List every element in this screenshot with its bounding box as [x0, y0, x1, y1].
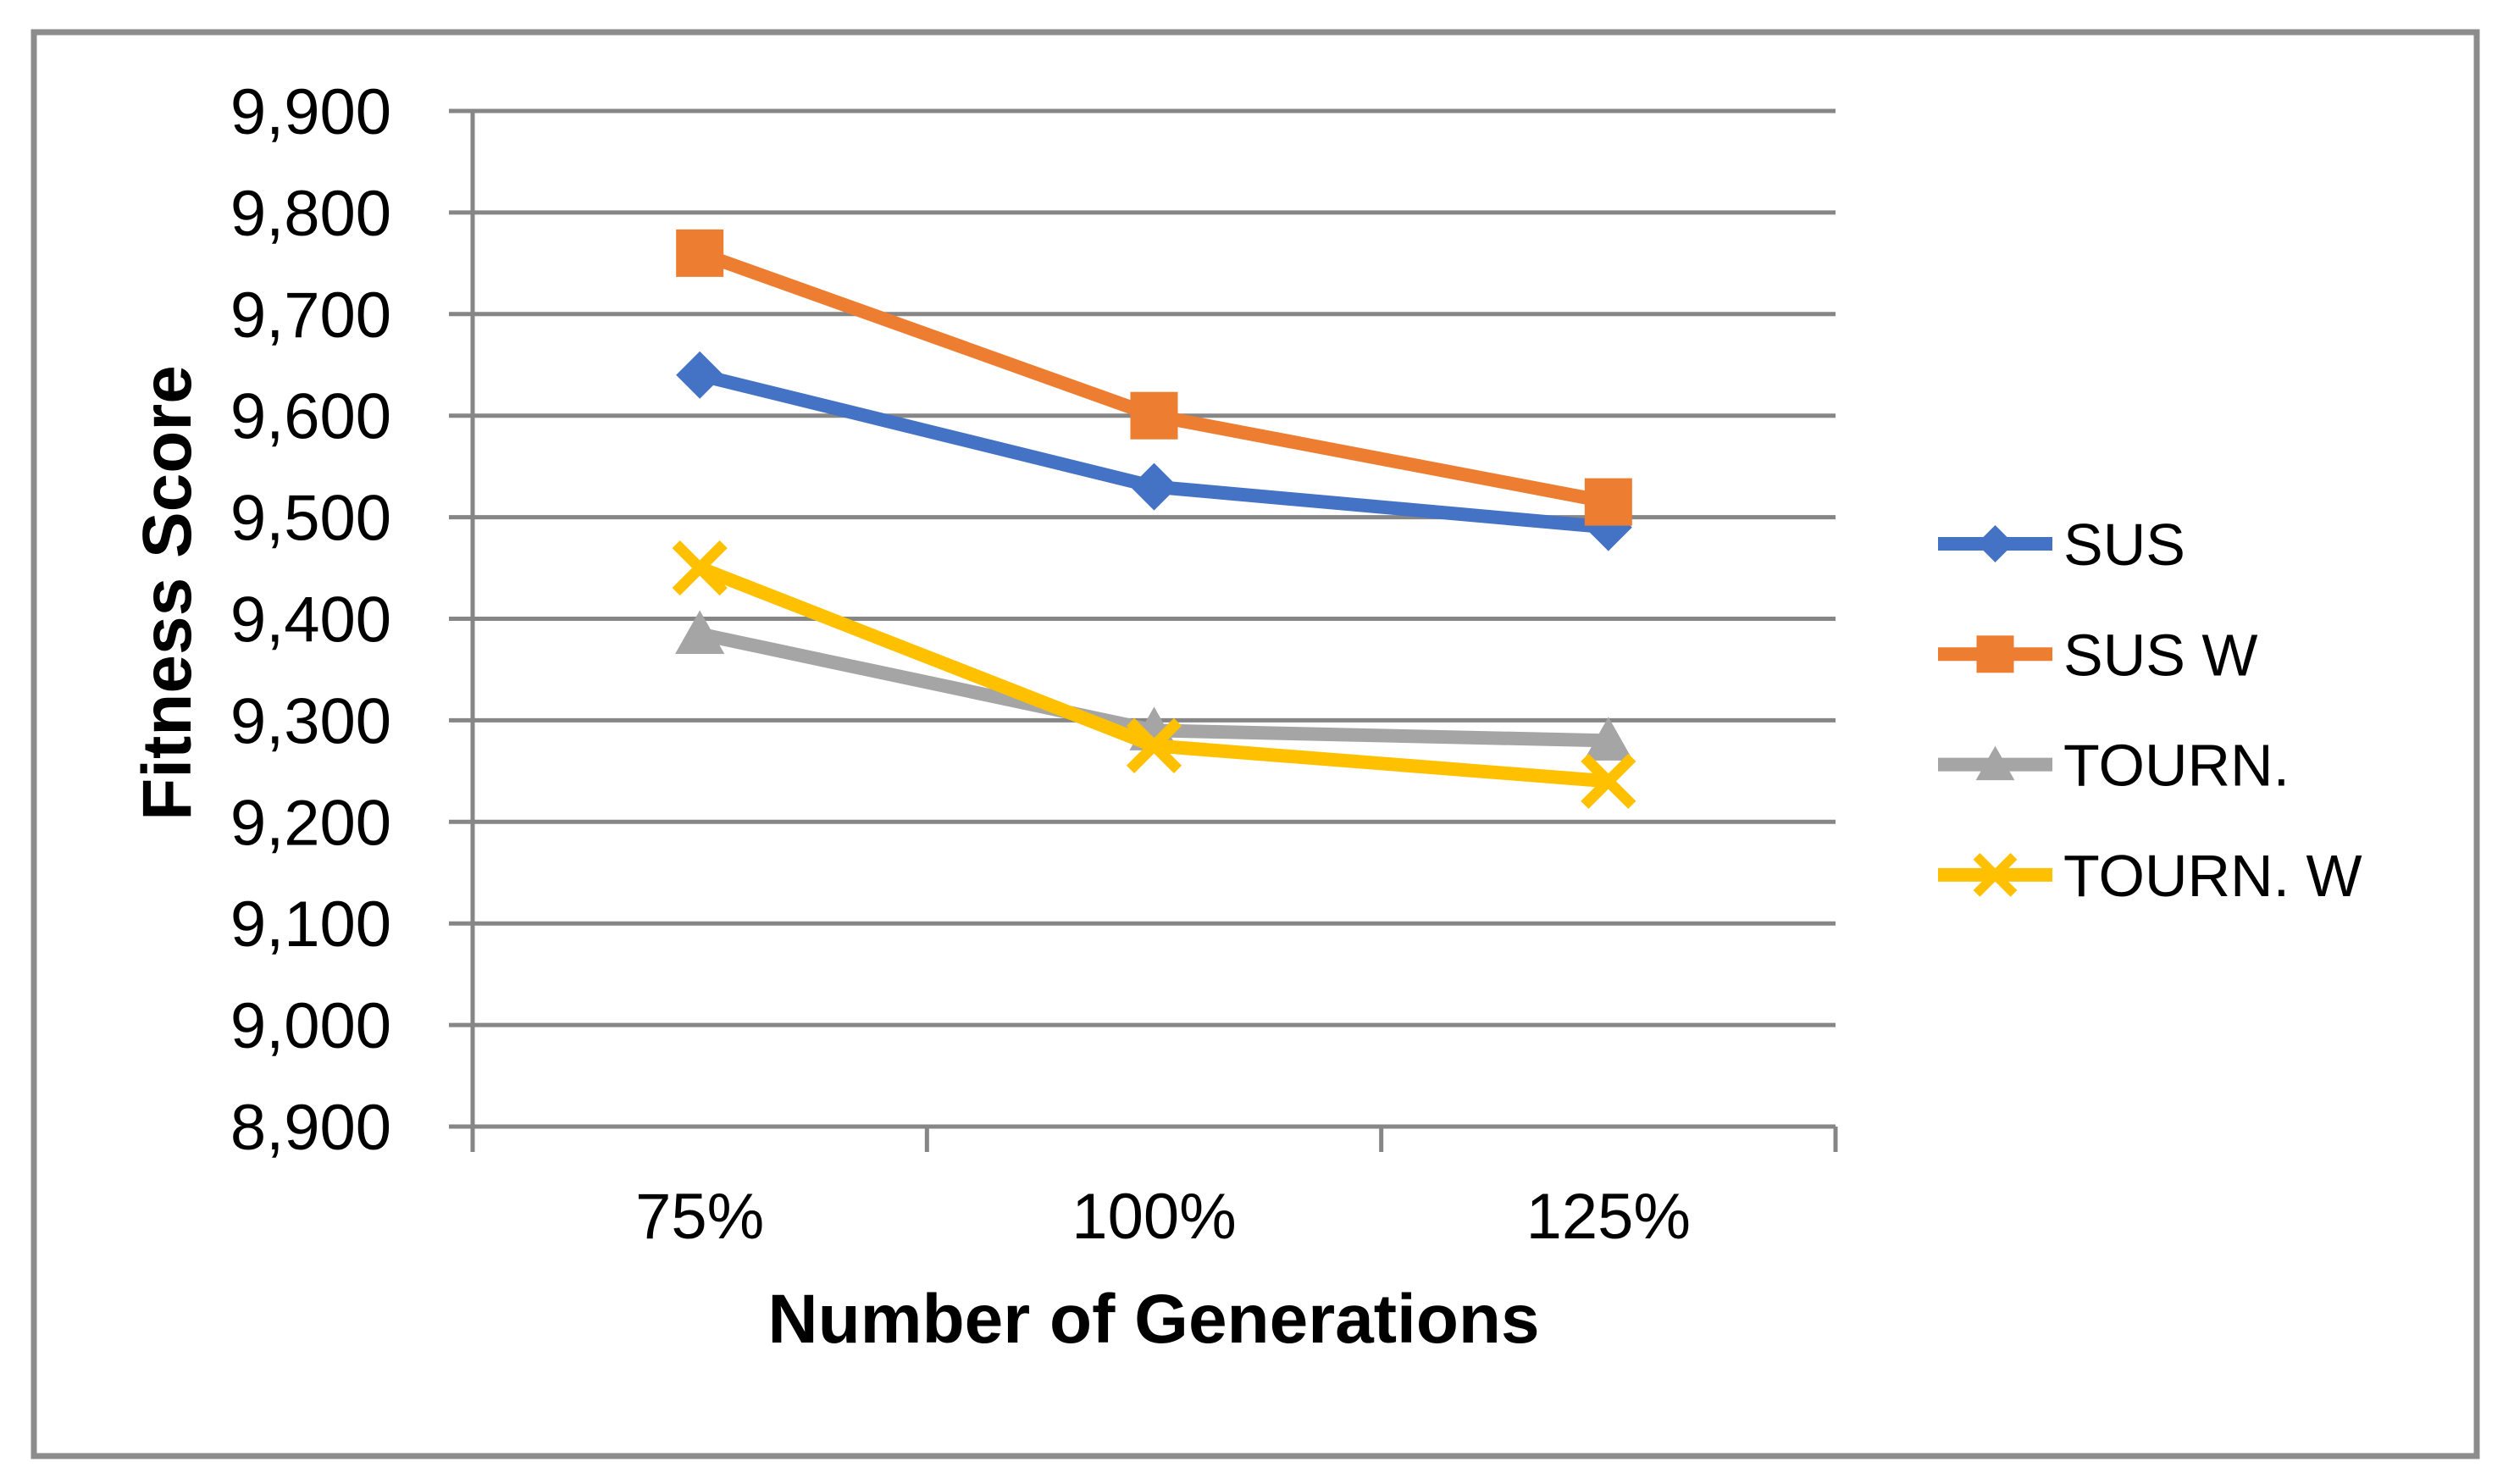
y-tick-labels-group: 8,900 9,000 9,100 9,200 9,300 9,400 9,500 9,600…: [230, 76, 391, 1164]
legend-label-sus: SUS: [2063, 512, 2185, 578]
chart-border: [30, 29, 2480, 1459]
legend-item-sus: SUS: [1938, 512, 2185, 578]
x-axis-title: Number of Generations: [767, 1281, 1539, 1358]
series-group: [672, 229, 1636, 809]
legend-item-tourn-w: TOURN. W: [1938, 843, 2362, 909]
x-tick-label: 75%: [635, 1181, 764, 1253]
y-tick-label: 9,300: [230, 685, 391, 757]
legend-marker-triangle: [1975, 745, 2015, 781]
legend-item-sus-w: SUS W: [1938, 622, 2257, 688]
y-tick-label: 8,900: [230, 1092, 391, 1164]
marker-triangle-tourn: [675, 610, 725, 655]
marker-diamond-sus: [1130, 462, 1178, 511]
x-tick-labels-group: 75% 100% 125%: [635, 1181, 1691, 1253]
marker-square-sus-w: [676, 229, 724, 277]
y-tick-label: 9,200: [230, 787, 391, 859]
marker-x-tourn-w: [1126, 717, 1182, 773]
series-tourn-w: [672, 540, 1636, 809]
y-tick-label: 9,500: [230, 483, 391, 555]
x-tick-label: 125%: [1526, 1181, 1691, 1253]
marker-triangle-tourn: [1583, 717, 1633, 761]
legend-marker-square: [1976, 635, 2014, 673]
legend-item-tourn: TOURN.: [1938, 733, 2290, 799]
y-axis-title: Fitness Score: [129, 365, 206, 821]
series-sus: [676, 351, 1632, 551]
marker-diamond-sus: [676, 351, 724, 399]
series-sus-w: [676, 229, 1632, 526]
legend-label-tourn-w: TOURN. W: [2063, 843, 2362, 909]
axes-group: [470, 111, 1838, 1152]
legend-label-sus-w: SUS W: [2063, 622, 2257, 688]
marker-x-tourn-w: [1581, 753, 1636, 809]
y-tick-label: 9,700: [230, 280, 391, 352]
legend-marker-diamond: [1976, 525, 2014, 562]
x-tick-label: 100%: [1072, 1181, 1236, 1253]
y-tick-label: 9,100: [230, 889, 391, 961]
legend-marker-x: [1973, 853, 2018, 897]
legend-group: SUS SUS W TOURN. TOURN. W: [1938, 512, 2362, 909]
y-tick-label: 9,800: [230, 178, 391, 250]
marker-square-sus-w: [1584, 478, 1632, 526]
legend-label-tourn: TOURN.: [2063, 733, 2290, 799]
y-tick-label: 9,400: [230, 584, 391, 656]
marker-square-sus-w: [1130, 391, 1178, 440]
y-tick-label: 9,000: [230, 990, 391, 1062]
marker-x-tourn-w: [672, 540, 728, 596]
y-tick-label: 9,900: [230, 76, 391, 148]
y-tick-label: 9,600: [230, 381, 391, 453]
